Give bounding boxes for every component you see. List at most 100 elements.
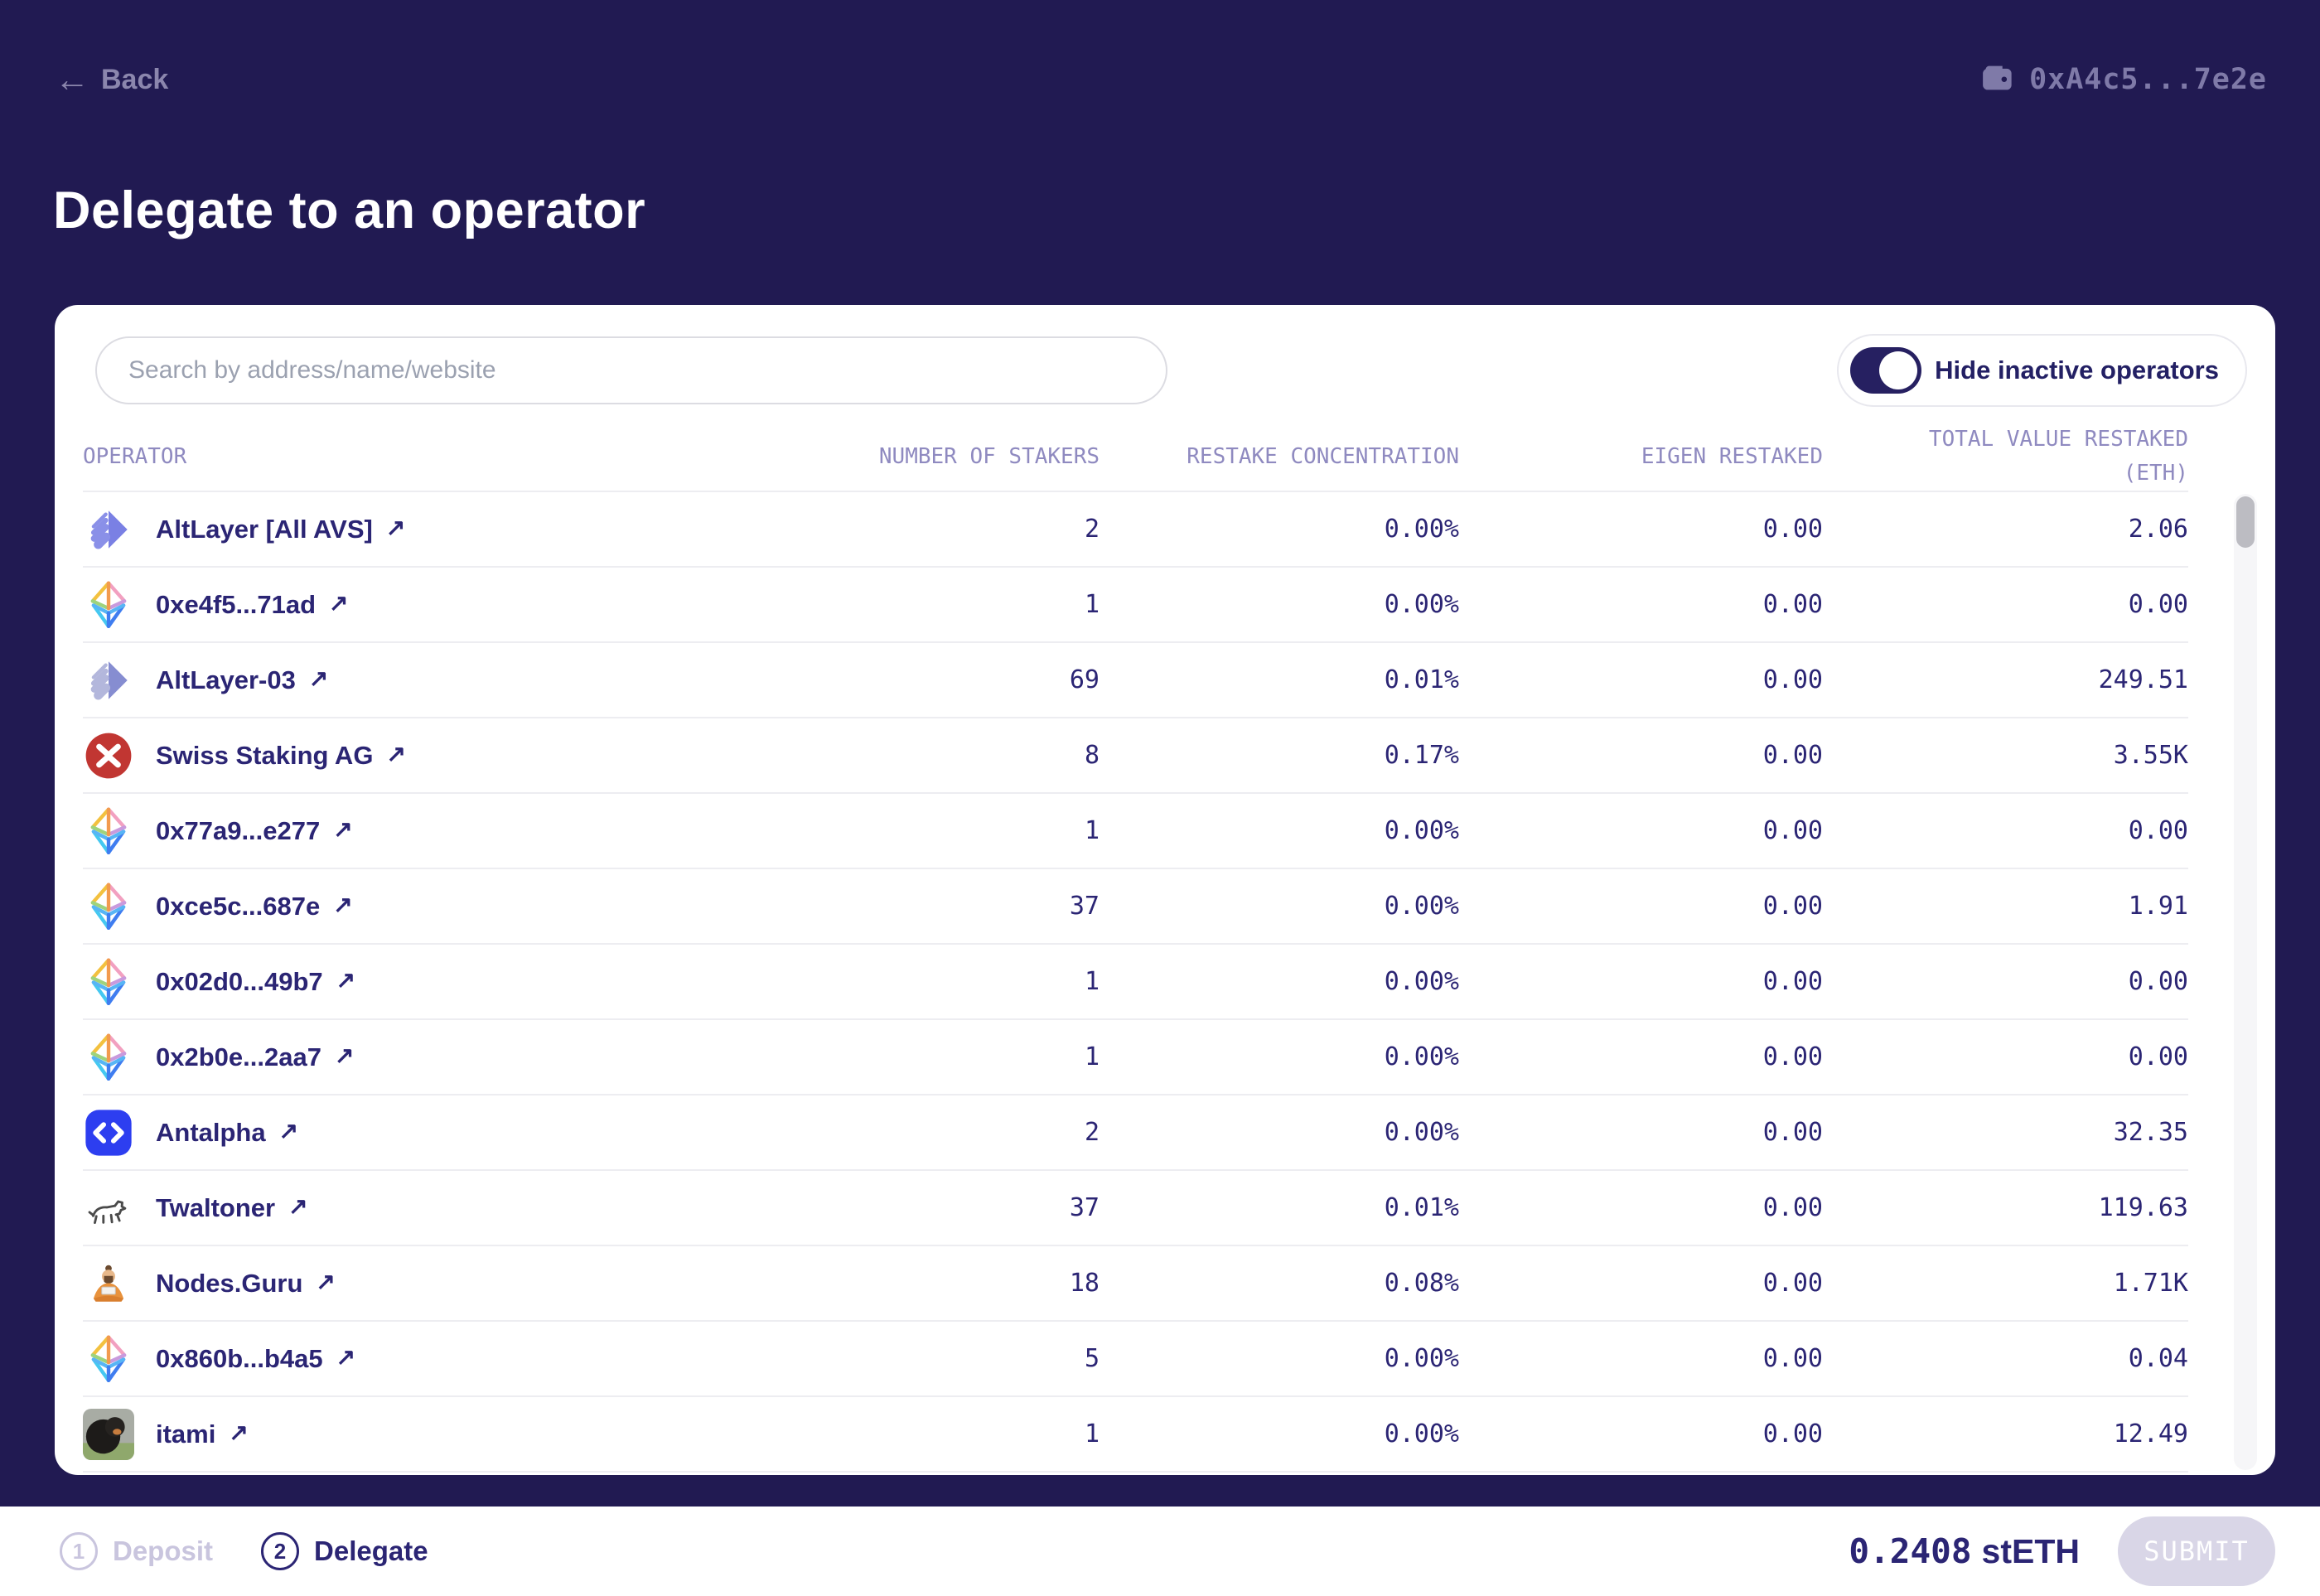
eth-icon (83, 1333, 134, 1385)
operator-name[interactable]: itami (156, 1419, 216, 1448)
total-restaked-value: 1.71K (2113, 1269, 2188, 1298)
operator-name[interactable]: Nodes.Guru (156, 1268, 303, 1298)
operator-row[interactable]: Nodes.Guru ↗ 18 0.08% 0.00 1.71K (83, 1246, 2188, 1322)
operator-row[interactable]: 0xce5c...687e ↗ 37 0.00% 0.00 1.91 (83, 869, 2188, 945)
total-restaked-value: 32.35 (2113, 1118, 2188, 1147)
total-restaked-value: 0.00 (2128, 967, 2188, 996)
stakers-value: 5 (1084, 1344, 1100, 1373)
eigen-restaked-value: 0.00 (1762, 590, 1823, 619)
nodes-guru-icon (83, 1258, 134, 1309)
page-title: Delegate to an operator (53, 181, 646, 239)
operator-row[interactable]: 0x02d0...49b7 ↗ 1 0.00% 0.00 0.00 (83, 945, 2188, 1020)
concentration-value: 0.01% (1384, 665, 1459, 694)
external-link-icon[interactable]: ↗ (316, 1269, 336, 1294)
operator-name[interactable]: 0x860b...b4a5 (156, 1343, 323, 1373)
operator-row[interactable]: Twaltoner ↗ 37 0.01% 0.00 119.63 (83, 1171, 2188, 1246)
operator-row[interactable]: AltLayer-03 ↗ 69 0.01% 0.00 249.51 (83, 643, 2188, 718)
operator-row[interactable]: Swiss Staking AG ↗ 8 0.17% 0.00 3.55K (83, 718, 2188, 794)
total-restaked-value: 0.00 (2128, 1042, 2188, 1071)
eth-icon (83, 1032, 134, 1083)
total-restaked-value: 12.49 (2113, 1419, 2188, 1448)
operator-row[interactable]: 0x2b0e...2aa7 ↗ 1 0.00% 0.00 0.00 (83, 1020, 2188, 1095)
back-button[interactable]: ← Back (55, 62, 168, 97)
operator-name[interactable]: Antalpha (156, 1117, 266, 1147)
operator-name[interactable]: Swiss Staking AG (156, 740, 374, 770)
external-link-icon[interactable]: ↗ (288, 1193, 308, 1219)
hide-inactive-toggle[interactable]: Hide inactive operators (1837, 334, 2247, 407)
eth-icon (83, 579, 134, 631)
total-restaked-value: 249.51 (2098, 665, 2188, 694)
external-link-icon[interactable]: ↗ (336, 1344, 356, 1370)
eigen-restaked-value: 0.00 (1762, 816, 1823, 845)
concentration-value: 0.00% (1384, 967, 1459, 996)
external-link-icon[interactable]: ↗ (333, 892, 353, 917)
column-header-stakers: NUMBER OF STAKERS (878, 443, 1100, 469)
column-header-concentration: RESTAKE CONCENTRATION (1187, 443, 1459, 469)
step-delegate[interactable]: 2 Delegate (261, 1532, 428, 1570)
external-link-icon[interactable]: ↗ (333, 816, 353, 842)
operator-name[interactable]: 0xe4f5...71ad (156, 589, 317, 619)
eigen-restaked-value: 0.00 (1762, 1419, 1823, 1448)
external-link-icon[interactable]: ↗ (334, 1042, 355, 1068)
concentration-value: 0.00% (1384, 892, 1459, 921)
total-restaked-value: 119.63 (2098, 1193, 2188, 1222)
total-restaked-value: 1.91 (2128, 892, 2188, 921)
operator-name[interactable]: 0x77a9...e277 (156, 815, 321, 845)
eigen-restaked-value: 0.00 (1762, 1042, 1823, 1071)
table-body: AltLayer [All AVS] ↗ 2 0.00% 0.00 2.06 0… (83, 492, 2188, 1475)
back-arrow-icon: ← (55, 60, 89, 99)
antalpha-icon (83, 1107, 134, 1158)
operator-name[interactable]: 0x2b0e...2aa7 (156, 1042, 321, 1071)
toggle-label: Hide inactive operators (1935, 355, 2219, 384)
concentration-value: 0.00% (1384, 816, 1459, 845)
external-link-icon[interactable]: ↗ (278, 1118, 299, 1144)
operator-name[interactable]: 0x02d0...49b7 (156, 966, 323, 996)
top-bar: ← Back 0xA4c5...7e2e (55, 56, 2267, 103)
operators-card: Hide inactive operators OPERATOR NUMBER … (55, 305, 2275, 1475)
stakers-value: 37 (1069, 1193, 1100, 1222)
wallet-chip[interactable]: 0xA4c5...7e2e (1978, 59, 2267, 101)
concentration-value: 0.17% (1384, 741, 1459, 770)
card-toolbar: Hide inactive operators (95, 334, 2247, 407)
external-link-icon[interactable]: ↗ (385, 515, 406, 540)
eth-icon (83, 805, 134, 857)
concentration-value: 0.00% (1384, 1344, 1459, 1373)
operator-row[interactable]: itami ↗ 1 0.00% 0.00 12.49 (83, 1397, 2188, 1473)
concentration-value: 0.08% (1384, 1269, 1459, 1298)
column-header-eigen: EIGEN RESTAKED (1641, 443, 1823, 469)
operator-row[interactable]: Antalpha ↗ 2 0.00% 0.00 32.35 (83, 1095, 2188, 1171)
scrollbar-thumb[interactable] (2236, 496, 2255, 548)
scrollbar[interactable] (2234, 494, 2257, 1470)
step-1-circle: 1 (60, 1532, 98, 1570)
eigen-restaked-value: 0.00 (1762, 1118, 1823, 1147)
concentration-value: 0.01% (1384, 1193, 1459, 1222)
operator-name[interactable]: AltLayer [All AVS] (156, 514, 373, 544)
itami-icon (83, 1408, 134, 1460)
step-deposit[interactable]: 1 Deposit (60, 1532, 213, 1570)
external-link-icon[interactable]: ↗ (229, 1419, 249, 1445)
operator-name[interactable]: 0xce5c...687e (156, 891, 321, 921)
total-restaked-value: 3.55K (2113, 741, 2188, 770)
total-restaked-value: 0.00 (2128, 590, 2188, 619)
operator-row[interactable]: AltLayer [All AVS] ↗ 2 0.00% 0.00 2.06 (83, 492, 2188, 568)
submit-button[interactable]: SUBMIT (2118, 1516, 2275, 1586)
total-restaked-value: 2.06 (2128, 515, 2188, 544)
altlayer-icon (83, 504, 134, 555)
toggle-switch-icon[interactable] (1850, 347, 1922, 394)
external-link-icon[interactable]: ↗ (308, 665, 329, 691)
operator-row[interactable]: 0xe4f5...71ad ↗ 1 0.00% 0.00 0.00 (83, 568, 2188, 643)
external-link-icon[interactable]: ↗ (336, 967, 356, 993)
external-link-icon[interactable]: ↗ (329, 590, 349, 616)
stakers-value: 2 (1084, 515, 1100, 544)
eigen-restaked-value: 0.00 (1762, 892, 1823, 921)
operators-table: OPERATOR NUMBER OF STAKERS RESTAKE CONCE… (55, 422, 2275, 1475)
operator-name[interactable]: Twaltoner (156, 1192, 276, 1222)
back-label: Back (101, 63, 169, 95)
operator-row[interactable]: 0x77a9...e277 ↗ 1 0.00% 0.00 0.00 (83, 794, 2188, 869)
search-input[interactable] (95, 336, 1167, 404)
eigen-restaked-value: 0.00 (1762, 967, 1823, 996)
operator-row[interactable]: 0x860b...b4a5 ↗ 5 0.00% 0.00 0.04 (83, 1322, 2188, 1397)
external-link-icon[interactable]: ↗ (386, 741, 406, 767)
operator-name[interactable]: AltLayer-03 (156, 665, 296, 694)
